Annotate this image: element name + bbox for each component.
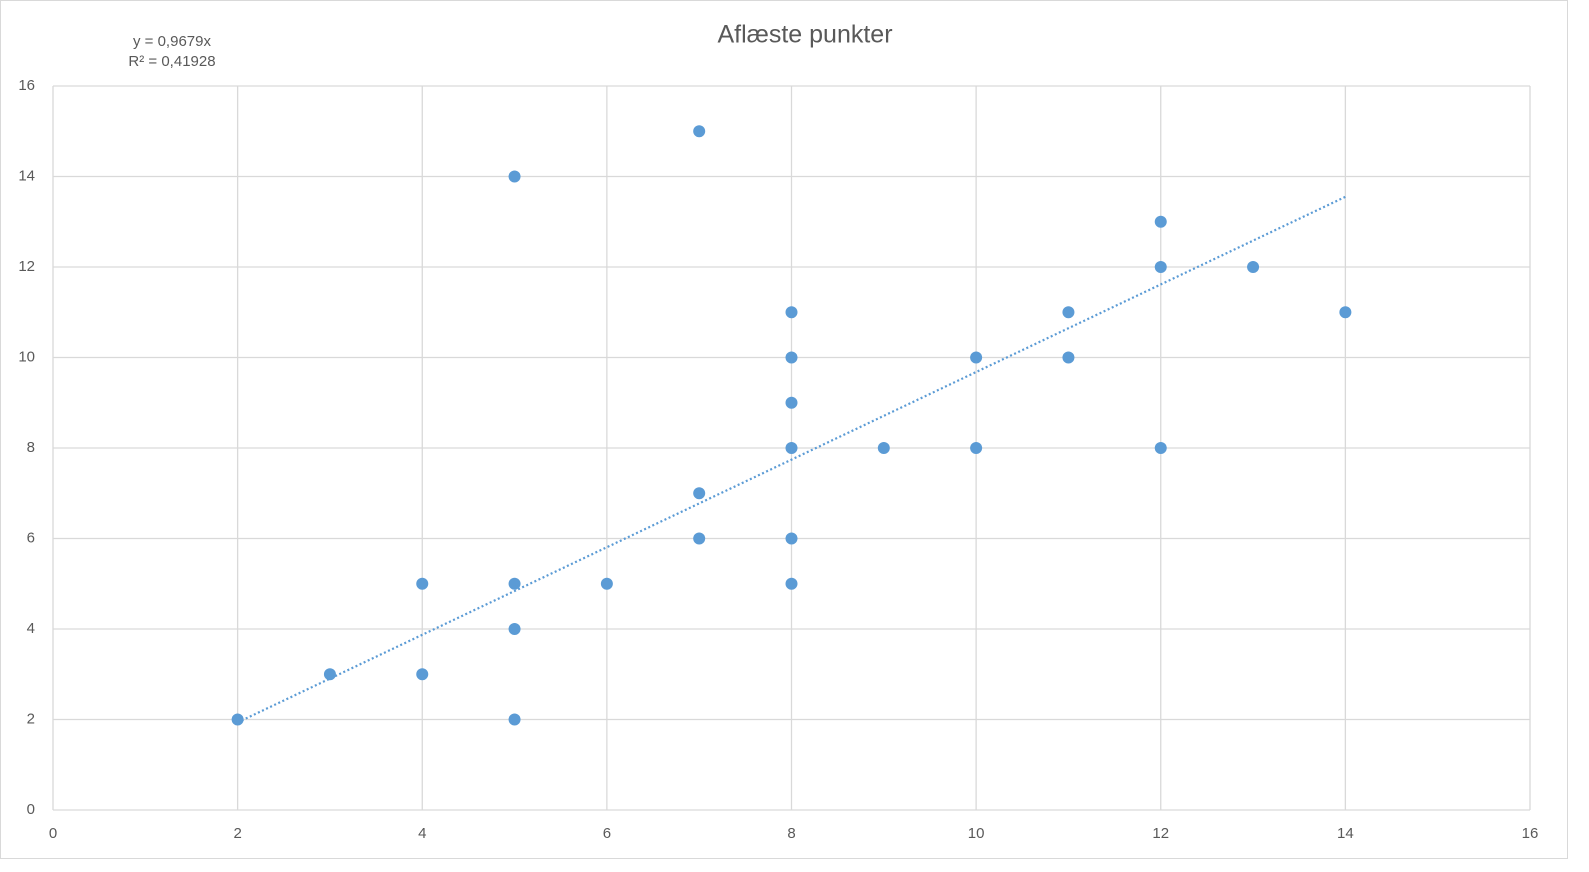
- x-tick-label: 12: [1152, 825, 1169, 842]
- trendline: [237, 195, 1346, 724]
- point: [1154, 215, 1167, 228]
- point: [416, 577, 429, 590]
- x-tick-label: 14: [1337, 825, 1354, 842]
- point: [323, 668, 336, 681]
- point: [508, 713, 521, 726]
- x-tick-label: 2: [233, 825, 241, 842]
- x-tick-label: 4: [418, 825, 426, 842]
- point: [231, 713, 244, 726]
- x-tick-label: 10: [968, 825, 985, 842]
- y-tick-label: 12: [18, 258, 35, 275]
- point: [1247, 261, 1260, 273]
- x-tick-label: 8: [787, 825, 795, 842]
- y-tick-label: 6: [27, 529, 35, 546]
- point: [693, 487, 706, 500]
- chart-title: Aflæste punkter: [717, 21, 892, 49]
- y-tick-label: 8: [27, 439, 35, 456]
- point: [1154, 442, 1167, 454]
- x-tick-label: 16: [1522, 825, 1539, 842]
- point: [785, 577, 798, 590]
- point: [1062, 306, 1075, 319]
- point: [508, 623, 521, 635]
- point: [508, 170, 521, 183]
- point: [600, 577, 613, 590]
- chart-border: [0, 0, 1568, 859]
- y-tick-label: 2: [27, 710, 35, 727]
- trendline-r2: R² = 0,41928: [128, 53, 215, 70]
- point: [877, 442, 890, 454]
- point: [785, 351, 798, 364]
- y-tick-label: 4: [27, 620, 35, 637]
- trendline-equation: y = 0,9679x: [133, 33, 211, 50]
- point: [416, 668, 429, 681]
- y-tick-label: 10: [18, 348, 35, 365]
- point: [785, 306, 798, 319]
- point: [785, 532, 798, 545]
- point: [785, 396, 798, 409]
- y-tick-label: 16: [18, 77, 35, 94]
- x-tick-label: 0: [49, 825, 57, 842]
- y-tick-label: 0: [27, 801, 35, 818]
- point: [693, 125, 706, 138]
- point: [508, 577, 521, 590]
- point: [1154, 261, 1167, 273]
- point: [1062, 351, 1075, 364]
- y-tick-label: 14: [18, 167, 35, 184]
- point: [970, 442, 983, 454]
- point: [693, 532, 706, 545]
- point: [970, 351, 983, 364]
- x-tick-label: 6: [603, 825, 611, 842]
- point: [1339, 306, 1352, 319]
- point: [785, 442, 798, 454]
